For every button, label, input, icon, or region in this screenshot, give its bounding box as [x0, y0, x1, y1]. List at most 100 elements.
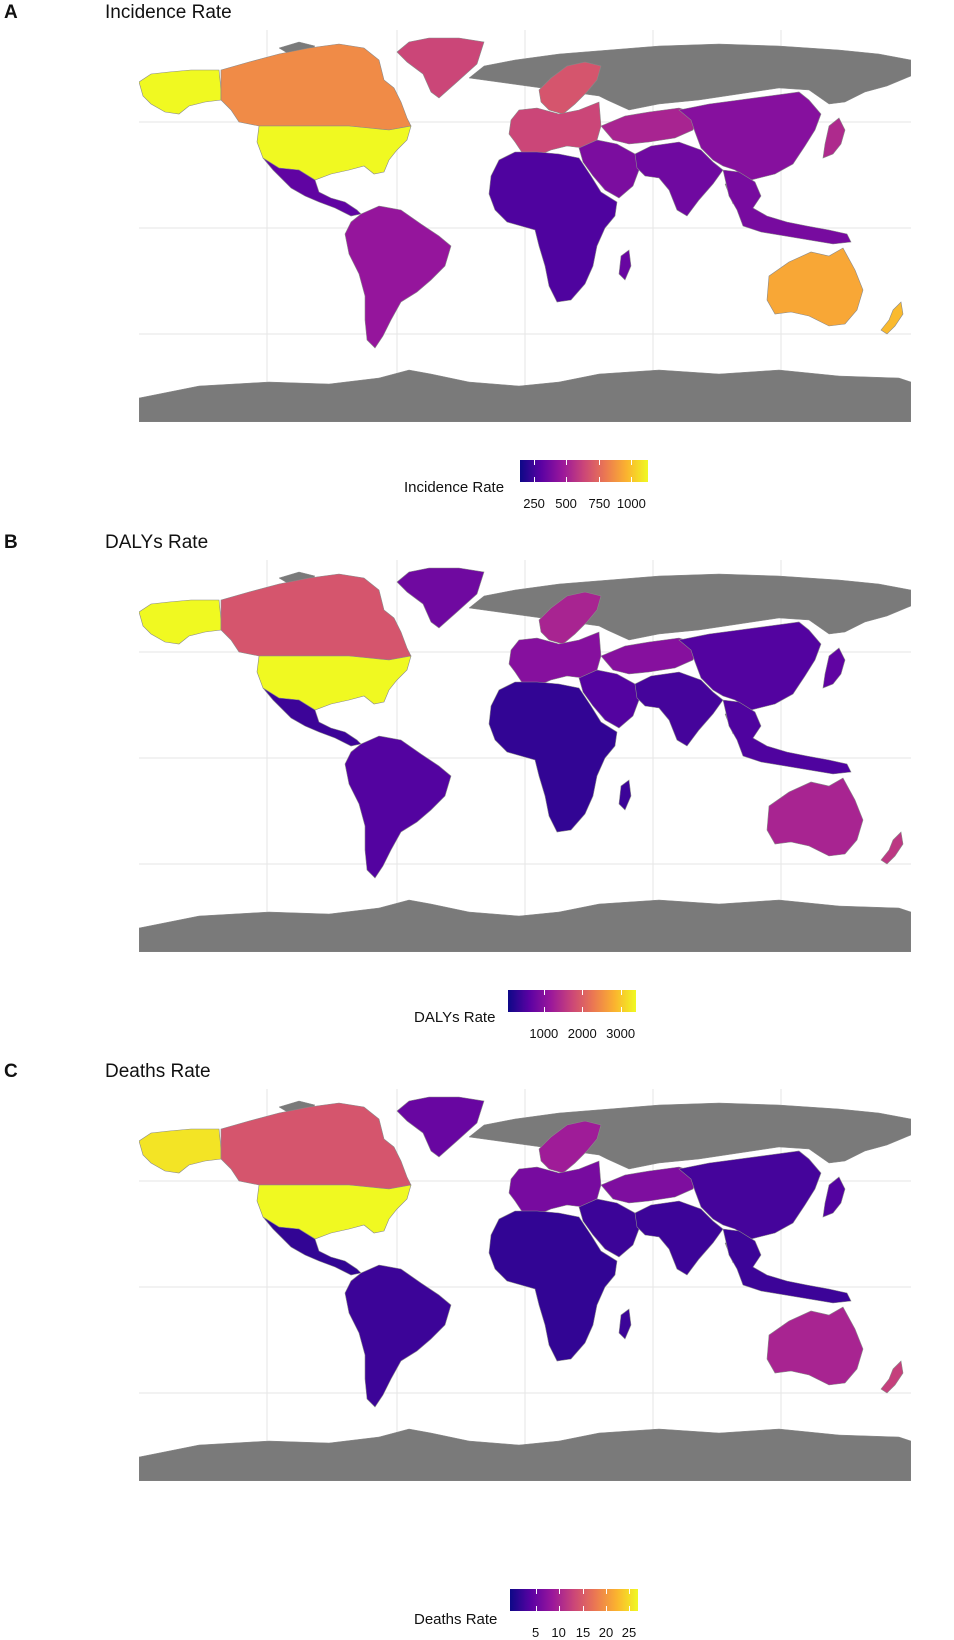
region-greenland [396, 37, 485, 99]
region-new-zealand [880, 301, 904, 335]
region-greenland [396, 567, 485, 629]
region-south-america [344, 1264, 452, 1408]
region-south-asia [634, 141, 724, 217]
colorbar-tick [582, 1589, 584, 1594]
region-southeast-asia [722, 1228, 852, 1304]
no-data-region [468, 1102, 911, 1170]
colorbar-tick [534, 477, 536, 482]
region-africa [488, 1210, 618, 1362]
region-madagascar [618, 779, 632, 811]
colorbar-tick [599, 477, 601, 482]
region-southeast-asia [722, 699, 852, 775]
region-middle-east [578, 1198, 640, 1258]
colorbar-tick-label: 1000 [616, 496, 646, 511]
region-south-america [344, 205, 452, 349]
region-new-zealand [880, 1360, 904, 1394]
colorbar-tick-label: 25 [621, 1625, 637, 1640]
region-australia [766, 1306, 864, 1386]
legend-colorbar [510, 1589, 638, 1611]
world-map [139, 30, 911, 422]
colorbar-tick [631, 460, 633, 465]
colorbar-tick [566, 460, 568, 465]
no-data-region [139, 369, 911, 422]
colorbar-tick [582, 1007, 584, 1012]
region-japan [822, 647, 846, 689]
region-central-asia [600, 107, 700, 145]
panel-a: A Incidence Rate Incidence Rate 250 500 75… [0, 2, 954, 527]
no-data-region [139, 1428, 911, 1481]
colorbar-tick [606, 1589, 607, 1594]
legend-title: Deaths Rate [414, 1611, 498, 1628]
no-data-region [468, 43, 911, 111]
colorbar-tick [558, 1606, 560, 1611]
panel-b: B DALYs Rate DALYs Rate 1000 2000 3000 [0, 532, 954, 1057]
region-central-asia [600, 637, 700, 675]
region-alaska [139, 599, 222, 645]
no-data-region [139, 899, 911, 952]
panel-letter: C [4, 1061, 18, 1082]
region-africa [488, 681, 618, 833]
region-greenland [396, 1096, 485, 1158]
region-japan [822, 1176, 846, 1218]
colorbar-tick [620, 990, 622, 995]
region-china [678, 621, 822, 711]
colorbar-tick [566, 477, 568, 482]
colorbar-tick [582, 1606, 584, 1611]
region-alaska [139, 69, 222, 115]
region-madagascar [618, 249, 632, 281]
region-south-america [344, 735, 452, 879]
legend-title: Incidence Rate [404, 479, 505, 496]
colorbar-tick-label: 500 [555, 496, 577, 511]
legend-colorbar [508, 990, 636, 1012]
legend-colorbar [520, 460, 648, 482]
colorbar-tick-label: 10 [551, 1625, 566, 1640]
region-china [678, 91, 822, 181]
region-middle-east [578, 139, 640, 199]
region-china [678, 1150, 822, 1240]
region-middle-east [578, 669, 640, 729]
colorbar-tick-label: 20 [598, 1625, 614, 1640]
region-south-asia [634, 671, 724, 747]
colorbar-tick-label: 1000 [529, 1026, 559, 1041]
panel-letter: B [4, 532, 18, 553]
region-scandinavia [538, 1120, 602, 1174]
region-australia [766, 247, 864, 327]
region-africa [488, 151, 618, 303]
panel-title: Deaths Rate [105, 1061, 211, 1082]
region-canada [220, 1102, 412, 1190]
world-map [139, 560, 911, 952]
colorbar-tick-label: 750 [588, 496, 611, 511]
panel-title: Incidence Rate [105, 2, 232, 23]
colorbar-tick [599, 460, 601, 465]
colorbar-tick [535, 1589, 537, 1594]
panel-c: C Deaths Rate Deaths Rate 5 10 15 20 25 [0, 1061, 954, 1640]
colorbar-tick-label: 250 [523, 496, 545, 511]
region-alaska [139, 1128, 222, 1174]
colorbar-tick-label: 15 [575, 1625, 591, 1640]
region-scandinavia [538, 591, 602, 645]
colorbar-tick [582, 990, 584, 995]
colorbar-tick [606, 1606, 607, 1611]
region-new-zealand [880, 831, 904, 865]
panel-letter: A [4, 2, 18, 23]
region-canada [220, 573, 412, 661]
region-south-asia [634, 1200, 724, 1276]
colorbar-tick [558, 1589, 560, 1594]
no-data-region [468, 573, 911, 641]
colorbar-tick [629, 1606, 631, 1611]
colorbar-tick-label: 3000 [606, 1026, 636, 1041]
colorbar-tick [535, 1606, 537, 1611]
colorbar-tick-label: 2000 [567, 1026, 597, 1041]
colorbar-tick [631, 477, 633, 482]
region-japan [822, 117, 846, 159]
region-southeast-asia [722, 169, 852, 245]
world-map [139, 1089, 911, 1481]
colorbar-tick-label: 5 [531, 1625, 540, 1640]
colorbar-tick [534, 460, 536, 465]
colorbar-tick [629, 1589, 631, 1594]
legend-title: DALYs Rate [414, 1009, 496, 1026]
region-scandinavia [538, 61, 602, 115]
colorbar-tick [620, 1007, 622, 1012]
region-canada [220, 43, 412, 131]
colorbar-tick [543, 1007, 545, 1012]
